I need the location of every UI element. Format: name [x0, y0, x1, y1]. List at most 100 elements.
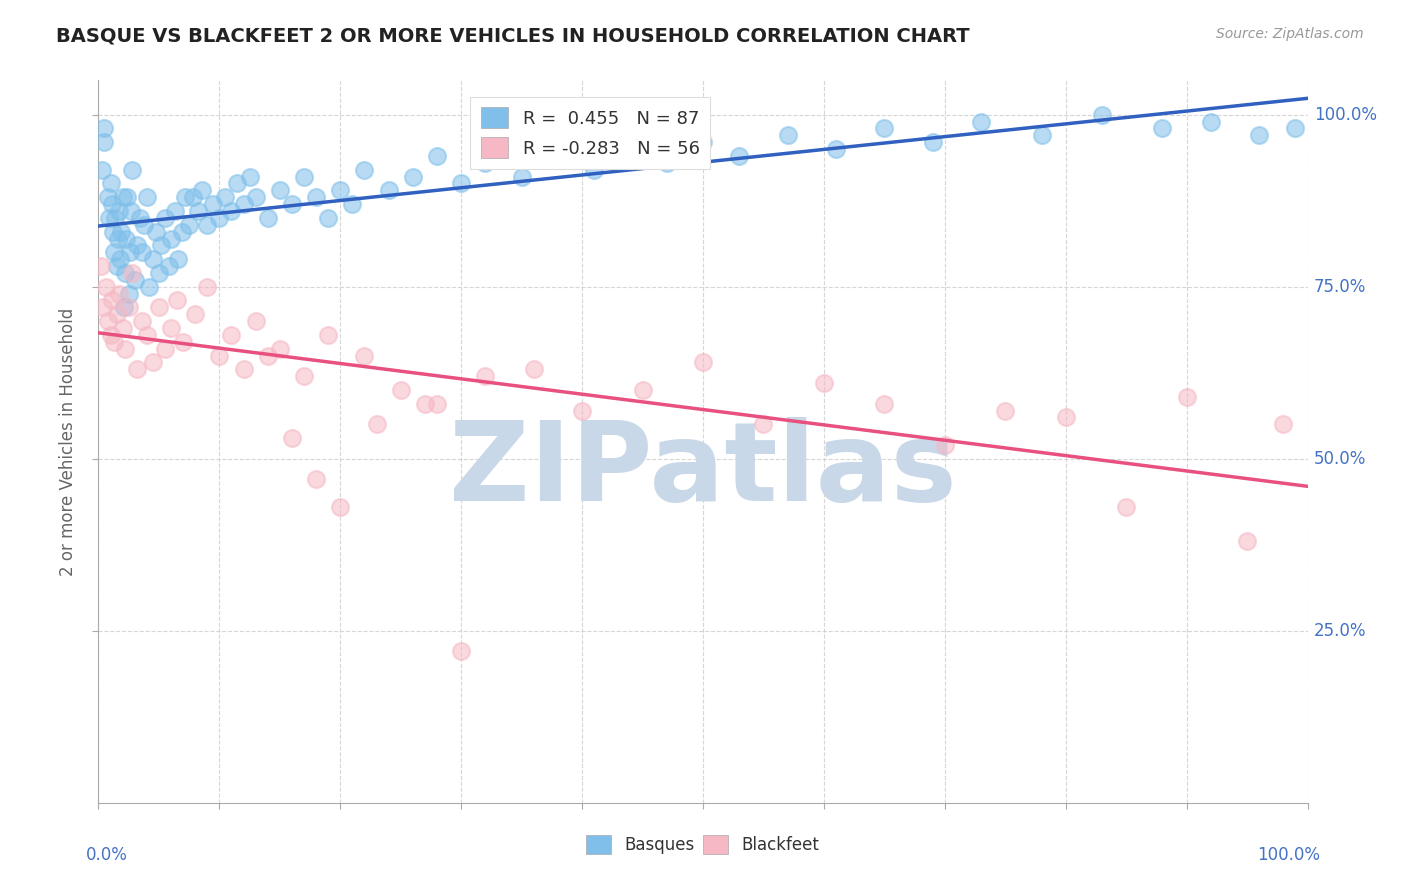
Point — [145, 225, 167, 239]
Point — [316, 211, 339, 225]
Point — [825, 142, 848, 156]
Point — [245, 190, 267, 204]
Point — [112, 301, 135, 315]
Point — [114, 266, 136, 280]
Point — [105, 307, 128, 321]
Point — [108, 204, 131, 219]
Text: 0.0%: 0.0% — [86, 847, 128, 864]
Point — [135, 190, 157, 204]
Point — [166, 293, 188, 308]
Text: 100.0%: 100.0% — [1257, 847, 1320, 864]
Point — [1272, 417, 1295, 432]
Point — [631, 383, 654, 397]
Point — [111, 190, 134, 204]
Point — [148, 266, 170, 280]
Point — [214, 190, 236, 204]
Point — [121, 162, 143, 177]
Point — [170, 225, 193, 239]
Point — [450, 644, 472, 658]
Point — [153, 342, 176, 356]
Point — [571, 403, 593, 417]
Text: Source: ZipAtlas.com: Source: ZipAtlas.com — [1216, 27, 1364, 41]
Point — [172, 334, 194, 349]
Point — [305, 190, 328, 204]
Point — [124, 273, 146, 287]
Text: 100.0%: 100.0% — [1313, 105, 1376, 124]
Point — [105, 259, 128, 273]
Point — [160, 231, 183, 245]
Point — [181, 190, 204, 204]
Point — [91, 301, 114, 315]
Point — [208, 211, 231, 225]
Point — [413, 397, 436, 411]
Point — [523, 362, 546, 376]
Point — [153, 211, 176, 225]
Point — [1152, 121, 1174, 136]
Point — [281, 431, 304, 445]
Point — [970, 114, 993, 128]
Point — [692, 135, 714, 149]
Point — [117, 190, 139, 204]
Point — [107, 231, 129, 245]
Point — [167, 252, 190, 267]
Text: ZIPatlas: ZIPatlas — [449, 417, 957, 524]
Point — [316, 327, 339, 342]
Point — [142, 355, 165, 369]
Point — [1249, 128, 1271, 143]
Text: 25.0%: 25.0% — [1313, 622, 1367, 640]
Point — [221, 327, 243, 342]
Point — [98, 211, 121, 225]
Point — [202, 197, 225, 211]
Point — [377, 183, 399, 197]
Point — [157, 259, 180, 273]
Point — [353, 162, 375, 177]
Point — [174, 190, 197, 204]
Point — [134, 218, 156, 232]
Point — [103, 245, 125, 260]
Point — [127, 238, 149, 252]
Legend: Basques, Blackfeet: Basques, Blackfeet — [582, 830, 824, 860]
Point — [329, 183, 352, 197]
Point — [195, 279, 218, 293]
Point — [100, 293, 122, 308]
Point — [342, 197, 364, 211]
Point — [239, 169, 262, 184]
Point — [118, 286, 141, 301]
Point — [108, 252, 131, 267]
Point — [583, 162, 606, 177]
Point — [450, 177, 472, 191]
Point — [1115, 500, 1137, 514]
Point — [115, 231, 138, 245]
Point — [131, 314, 153, 328]
Point — [232, 362, 254, 376]
Point — [728, 149, 751, 163]
Point — [402, 169, 425, 184]
Point — [121, 266, 143, 280]
Point — [813, 376, 835, 390]
Point — [118, 301, 141, 315]
Point — [232, 197, 254, 211]
Point — [94, 279, 117, 293]
Point — [97, 314, 120, 328]
Point — [474, 369, 496, 384]
Point — [305, 472, 328, 486]
Point — [90, 259, 112, 273]
Point — [226, 177, 249, 191]
Point — [873, 121, 896, 136]
Point — [114, 342, 136, 356]
Point — [619, 142, 641, 156]
Point — [187, 204, 209, 219]
Point — [692, 355, 714, 369]
Point — [93, 121, 115, 136]
Point — [104, 211, 127, 225]
Point — [281, 197, 304, 211]
Point — [91, 162, 114, 177]
Point — [934, 438, 956, 452]
Point — [100, 327, 122, 342]
Point — [776, 128, 799, 143]
Point — [142, 252, 165, 267]
Point — [108, 286, 131, 301]
Text: 50.0%: 50.0% — [1313, 450, 1367, 467]
Point — [245, 314, 267, 328]
Point — [1199, 114, 1222, 128]
